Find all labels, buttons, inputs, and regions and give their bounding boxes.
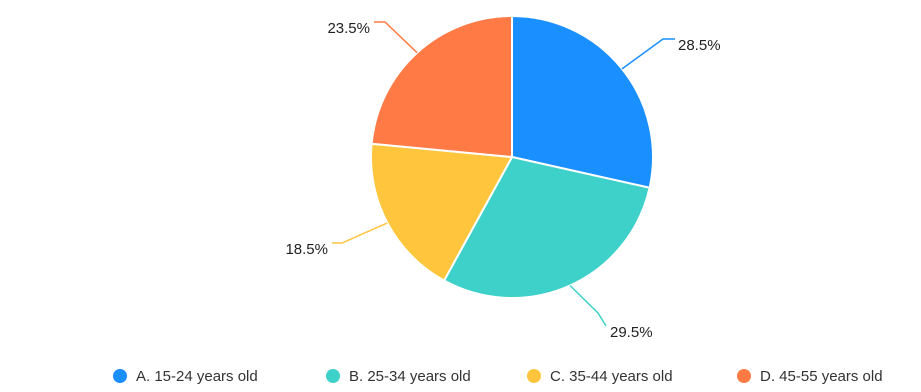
- legend-label: A. 15-24 years old: [136, 367, 258, 385]
- legend-label: C. 35-44 years old: [550, 367, 673, 385]
- legend-item[interactable]: C. 35-44 years old: [527, 366, 673, 386]
- percentage-label: 28.5%: [678, 37, 721, 54]
- leader-lines: [332, 21, 675, 327]
- legend-label: B. 25-34 years old: [349, 367, 471, 385]
- legend-marker: [326, 369, 340, 383]
- legend-marker: [113, 369, 127, 383]
- percentage-label: 23.5%: [327, 20, 370, 37]
- leader-line: [374, 21, 418, 54]
- leader-line: [621, 38, 675, 70]
- leader-line: [332, 222, 388, 244]
- legend-marker: [737, 369, 751, 383]
- pie-chart: 28.5% 29.5% 18.5% 23.5%: [285, 14, 721, 341]
- legend-marker: [527, 369, 541, 383]
- pie-slice[interactable]: [370, 14, 513, 159]
- pie-slice[interactable]: [511, 14, 654, 189]
- legend-item[interactable]: B. 25-34 years old: [326, 366, 471, 386]
- legend-item[interactable]: A. 15-24 years old: [113, 366, 258, 386]
- legend: A. 15-24 years old B. 25-34 years old C. 3…: [0, 366, 921, 392]
- pie-slice[interactable]: [442, 155, 651, 299]
- pie-slice[interactable]: [370, 142, 514, 282]
- pie-slices: [370, 14, 654, 299]
- leader-line: [569, 284, 607, 327]
- legend-item[interactable]: D. 45-55 years old: [737, 366, 883, 386]
- percentage-labels: 28.5% 29.5% 18.5% 23.5%: [285, 20, 720, 341]
- percentage-label: 29.5%: [610, 324, 653, 341]
- percentage-label: 18.5%: [285, 241, 328, 258]
- legend-label: D. 45-55 years old: [760, 367, 883, 385]
